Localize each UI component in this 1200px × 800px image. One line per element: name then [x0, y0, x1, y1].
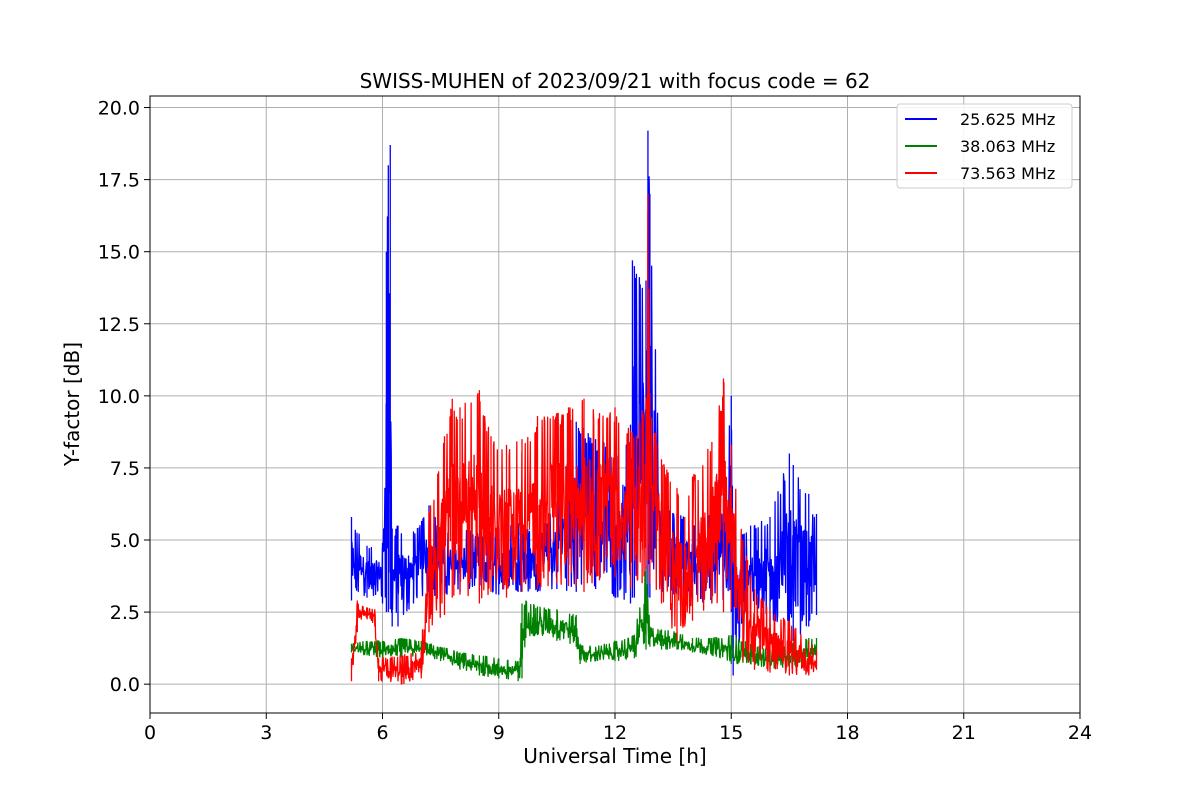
x-tick-label: 3	[260, 722, 272, 744]
series-line-3	[350, 194, 818, 685]
plot-data	[350, 130, 818, 685]
x-tick-label: 18	[835, 722, 859, 744]
y-tick-label: 10.0	[98, 386, 140, 408]
y-tick-label: 2.5	[110, 602, 140, 624]
chart-title: SWISS-MUHEN of 2023/09/21 with focus cod…	[360, 69, 871, 93]
x-axis-label: Universal Time [h]	[523, 744, 706, 768]
legend-label: 25.625 MHz	[960, 110, 1055, 129]
x-tick-label: 0	[144, 722, 156, 744]
y-tick-label: 7.5	[110, 458, 140, 480]
legend-label: 73.563 MHz	[960, 164, 1055, 183]
x-tick-label: 9	[493, 722, 505, 744]
y-tick-label: 0.0	[110, 674, 140, 696]
y-tick-label: 20.0	[98, 98, 140, 120]
axis-ticks: 0 3 6 9 12 15 18 21 24 0.0 2.5 5.0 7.5 10.0 12.5 15.0 17…	[98, 98, 1092, 744]
x-tick-label: 15	[719, 722, 743, 744]
legend: 25.625 MHz 38.063 MHz 73.563 MHz	[896, 103, 1073, 189]
x-tick-label: 6	[376, 722, 388, 744]
x-tick-label: 21	[952, 722, 976, 744]
y-tick-label: 17.5	[98, 170, 140, 192]
y-tick-label: 15.0	[98, 242, 140, 264]
y-axis-label: Y-factor [dB]	[60, 342, 84, 467]
x-tick-label: 24	[1068, 722, 1092, 744]
legend-box	[896, 103, 1073, 189]
y-tick-label: 12.5	[98, 314, 140, 336]
x-tick-label: 12	[603, 722, 627, 744]
y-tick-label: 5.0	[110, 530, 140, 552]
legend-label: 38.063 MHz	[960, 137, 1055, 156]
